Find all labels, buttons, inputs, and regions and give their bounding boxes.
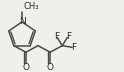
Text: CH₃: CH₃ [23, 2, 38, 11]
Text: O: O [47, 63, 54, 72]
Text: F: F [72, 43, 77, 52]
Text: F: F [66, 32, 71, 41]
Text: F: F [54, 32, 59, 41]
Text: N: N [19, 17, 25, 26]
Text: O: O [22, 63, 29, 72]
